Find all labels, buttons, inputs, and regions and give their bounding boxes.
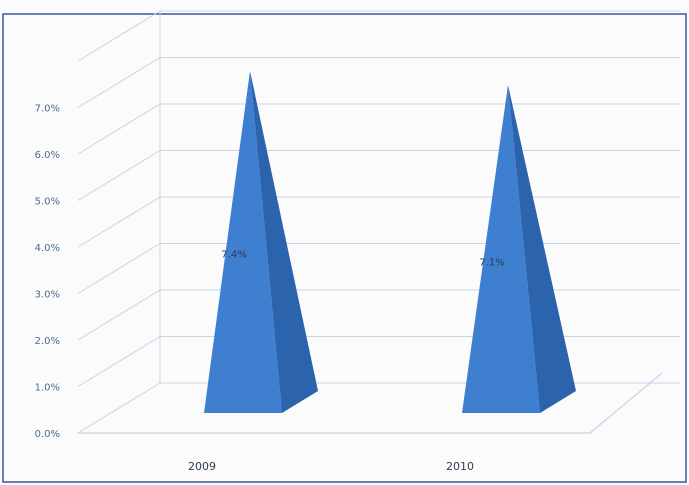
data-label: 7.4% bbox=[221, 250, 246, 261]
gridline-side bbox=[77, 57, 161, 108]
gridline-side bbox=[77, 289, 161, 341]
pyramid-front-face bbox=[462, 84, 540, 413]
gridlines bbox=[77, 10, 680, 434]
gridline-side bbox=[77, 196, 161, 248]
pyramid-series bbox=[204, 70, 576, 414]
gridline-side bbox=[77, 103, 161, 155]
gridline-side bbox=[77, 336, 161, 387]
gridline-side bbox=[77, 150, 161, 201]
y-axis-ticks: 0.0% 1.0% 2.0% 3.0% 4.0% 5.0% 6.0% 7.0% bbox=[35, 104, 60, 441]
gridline-side bbox=[77, 243, 161, 294]
gridline-side bbox=[77, 382, 161, 434]
x-axis-labels: 2009 2010 bbox=[188, 460, 474, 473]
y-tick-label: 6.0% bbox=[35, 150, 60, 161]
y-tick-label: 3.0% bbox=[35, 290, 60, 301]
chart-border bbox=[2, 13, 687, 483]
x-category-label: 2010 bbox=[446, 460, 474, 473]
gridline-side bbox=[77, 10, 161, 62]
data-label: 7.1% bbox=[479, 257, 504, 268]
chart-floor bbox=[78, 372, 663, 434]
y-tick-label: 2.0% bbox=[35, 336, 60, 347]
y-tick-label: 7.0% bbox=[35, 104, 60, 115]
x-category-label: 2009 bbox=[188, 460, 216, 473]
data-labels: 7.4% 7.1% bbox=[221, 250, 504, 269]
y-tick-label: 4.0% bbox=[35, 243, 60, 254]
pyramid-front-face bbox=[204, 70, 282, 414]
pyramid-side-face bbox=[508, 84, 576, 413]
y-tick-label: 0.0% bbox=[35, 429, 60, 440]
y-tick-label: 5.0% bbox=[35, 197, 60, 208]
pyramid-side-face bbox=[250, 70, 318, 414]
y-tick-label: 1.0% bbox=[35, 383, 60, 394]
floor-edge bbox=[78, 372, 663, 434]
